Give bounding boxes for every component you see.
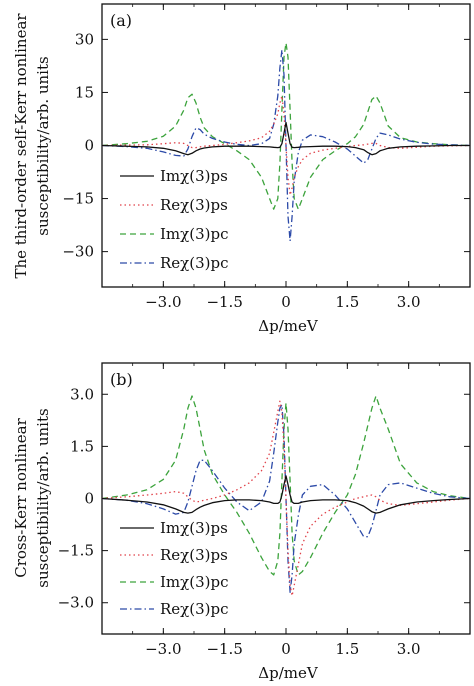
legend-entry: Imχ(3)pc [160, 573, 229, 591]
y-axis-title-line: susceptibility/arb. units [34, 408, 52, 587]
y-tick-label: 0 [84, 490, 94, 508]
legend-entry: Reχ(3)pc [160, 254, 229, 272]
x-axis-title: Δp/meV [258, 317, 319, 335]
x-tick-label: −1.5 [206, 293, 242, 311]
y-tick-label: 1.5 [70, 437, 94, 455]
y-tick-label: 30 [75, 30, 94, 48]
x-tick-label: −3.0 [145, 640, 181, 658]
series-line-3 [102, 404, 470, 593]
y-axis-title-line: Cross-Kerr nonlinear [12, 417, 30, 577]
series-line-1 [102, 400, 470, 597]
series-line-0 [102, 121, 470, 156]
panel-label: (a) [110, 11, 132, 30]
legend-entry: Reχ(3)ps [160, 546, 228, 564]
panel-a: −3.0 −1.5 0 1.5 3.0 30 15 0 −15 −30 (a) Δp/meV The t… [12, 3, 471, 335]
y-tick-label: −3.0 [58, 594, 94, 612]
panel-b: −3.0 −1.5 0 1.5 3.0 3.0 1.5 0 −1.5 −3.0 (b) Δp/meV C… [12, 362, 471, 682]
y-axis-title-line: susceptibility/arb. units [34, 56, 52, 235]
x-tick-label: 1.5 [335, 293, 359, 311]
y-tick-label: −15 [62, 190, 94, 208]
x-tick-label: 0 [281, 293, 291, 311]
legend-entry: Imχ(3)pc [160, 225, 229, 243]
y-tick-label: −1.5 [58, 542, 94, 560]
legend-entry: Imχ(3)ps [160, 519, 228, 537]
panel-label: (b) [110, 370, 133, 389]
series-line-2 [102, 395, 470, 576]
x-tick-label: −1.5 [206, 640, 242, 658]
x-tick-label: −3.0 [145, 293, 181, 311]
y-tick-label: 3.0 [70, 385, 94, 403]
series-line-0 [102, 475, 470, 514]
x-tick-label: 0 [281, 640, 291, 658]
legend-entry: Imχ(3)ps [160, 167, 228, 185]
y-tick-label: 0 [84, 137, 94, 155]
y-tick-label: −30 [62, 243, 94, 261]
x-tick-label: 1.5 [335, 640, 359, 658]
series-line-3 [102, 49, 470, 242]
legend-entry: Reχ(3)ps [160, 196, 228, 214]
x-tick-label: 3.0 [397, 640, 421, 658]
x-axis-title: Δp/meV [258, 664, 319, 682]
y-axis-title-line: The third-order self-Kerr nonlinear [12, 13, 30, 279]
y-tick-label: 15 [75, 83, 94, 101]
x-tick-label: 3.0 [397, 293, 421, 311]
legend-entry: Reχ(3)pc [160, 600, 229, 618]
